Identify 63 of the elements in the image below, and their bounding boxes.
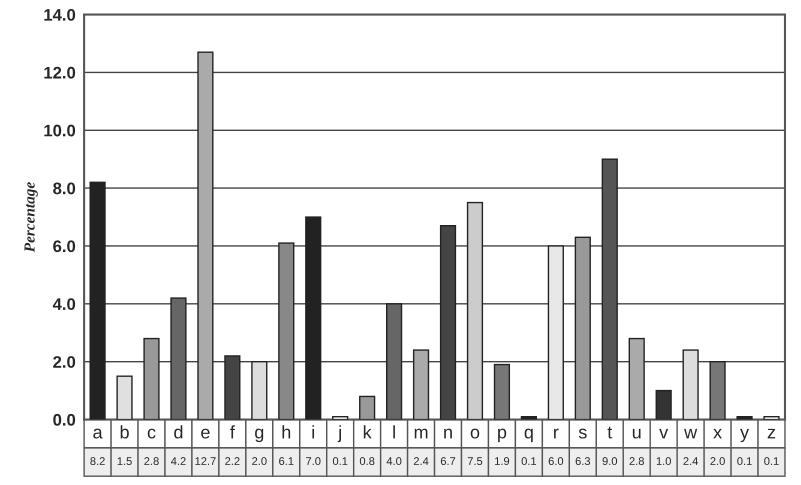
data-label: 6.0 xyxy=(548,457,564,466)
x-tick-label: o xyxy=(470,428,480,439)
y-tick-label: 2.0 xyxy=(53,356,76,368)
x-tick-label: m xyxy=(414,428,428,438)
x-tick-label: f xyxy=(230,425,235,438)
data-label: 0.8 xyxy=(360,457,374,466)
data-label: 9.0 xyxy=(602,457,618,466)
x-tick-label: g xyxy=(255,428,264,442)
x-tick-label: x xyxy=(713,428,722,438)
x-tick-label: c xyxy=(148,428,156,439)
y-tick-label: 4.0 xyxy=(52,298,76,310)
y-tick-label: 10.0 xyxy=(44,124,76,136)
data-label: 0.1 xyxy=(737,457,752,466)
x-tick-label: k xyxy=(364,425,372,438)
data-label: 1.0 xyxy=(656,457,671,466)
data-label: 2.0 xyxy=(252,457,267,466)
x-tick-label: s xyxy=(578,428,587,439)
data-label: 6.7 xyxy=(440,457,456,466)
y-tick-label: 14.0 xyxy=(44,8,76,21)
data-label: 8.2 xyxy=(90,457,105,466)
y-tick-label: 0.0 xyxy=(53,414,76,426)
x-tick-label: p xyxy=(498,428,506,442)
x-tick-label: i xyxy=(312,425,314,438)
x-tick-label: y xyxy=(740,428,750,442)
data-label: 7.0 xyxy=(306,457,321,466)
x-tick-label: e xyxy=(201,428,210,439)
x-tick-label: t xyxy=(608,426,612,439)
data-label: 2.4 xyxy=(683,457,698,465)
data-label: 2.0 xyxy=(710,457,725,466)
data-label: 2.8 xyxy=(630,457,644,466)
y-axis-title: Percentage xyxy=(24,182,38,252)
x-tick-label: q xyxy=(524,428,533,442)
data-label: 0.1 xyxy=(332,457,348,466)
x-tick-label: j xyxy=(338,425,341,442)
data-label: 6.1 xyxy=(279,457,294,466)
y-tick-label: 6.0 xyxy=(53,240,76,252)
x-tick-label: z xyxy=(768,428,776,438)
x-tick-label: u xyxy=(632,428,641,439)
x-tick-label: v xyxy=(659,428,668,438)
x-tick-label: b xyxy=(120,425,129,439)
data-label: 1.5 xyxy=(118,457,132,466)
x-tick-label: h xyxy=(282,425,290,438)
y-tick-label: 12.0 xyxy=(44,66,76,79)
data-label: 0.1 xyxy=(764,457,779,466)
data-label: 7.5 xyxy=(468,457,482,466)
data-label: 6.3 xyxy=(576,457,590,466)
x-tick-label: r xyxy=(554,428,559,438)
x-tick-label: l xyxy=(393,425,395,438)
data-label: 0.1 xyxy=(522,457,536,466)
data-label: 1.9 xyxy=(495,457,510,466)
data-label: 12.7 xyxy=(195,457,216,465)
x-tick-label: n xyxy=(444,428,452,438)
data-label: 2.4 xyxy=(414,457,428,465)
data-label: 4.0 xyxy=(386,457,402,466)
x-tick-label: d xyxy=(174,425,182,439)
data-label: 2.2 xyxy=(225,457,240,465)
bar xyxy=(736,416,753,420)
x-tick-label: a xyxy=(93,428,103,439)
bar xyxy=(520,416,537,420)
y-tick-label: 8.0 xyxy=(53,182,76,194)
x-tick-label: w xyxy=(684,428,698,438)
data-label: 4.2 xyxy=(170,457,186,465)
data-label: 2.8 xyxy=(144,457,159,466)
